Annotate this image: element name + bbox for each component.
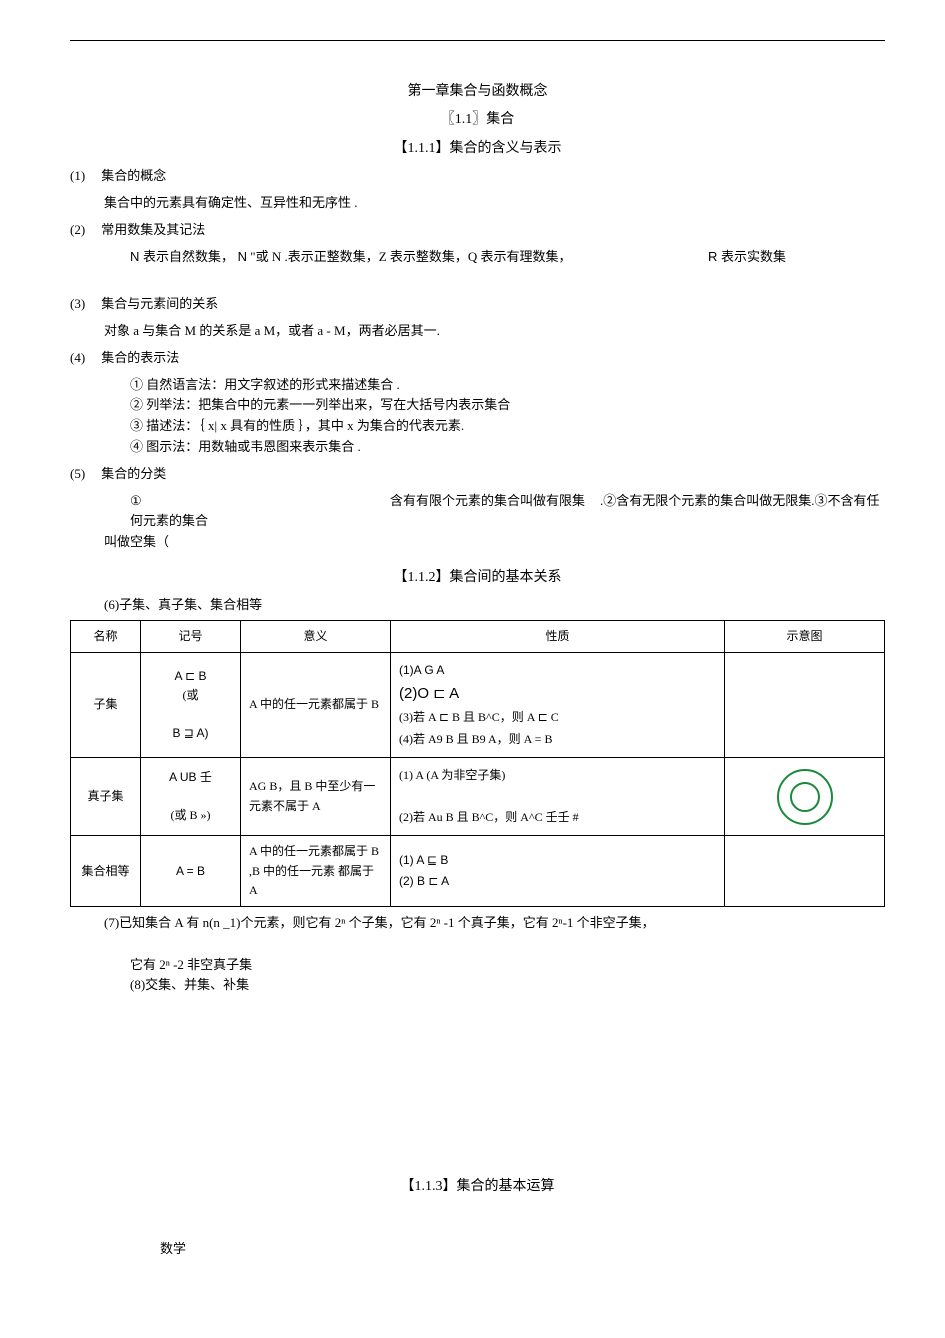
venn-inner-circle [790, 782, 820, 812]
item-2-body-prefix: N 表示自然数集， N [130, 249, 247, 264]
item-3: (3) 集合与元素间的关系 [70, 294, 885, 315]
table-row-equal: 集合相等 A = B A 中的任一元素都属于 B ,B 中的任一元素 都属于 A… [71, 836, 885, 907]
th-name: 名称 [71, 621, 141, 653]
top-rule [70, 40, 885, 41]
th-diagram: 示意图 [725, 621, 885, 653]
row1-sym-1: A ⊏ B [149, 667, 232, 686]
table-row-proper-subset: 真子集 A UB 壬 (或 B ») AG B，且 B 中至少有一元素不属于 A… [71, 757, 885, 836]
row1-p2: (2)O ⊏ A [399, 682, 716, 706]
item-1-title: 集合的概念 [101, 168, 166, 183]
row1-diagram [725, 653, 885, 758]
row1-p4: (4)若 A9 B 且 B9 A，则 A = B [399, 730, 716, 749]
row1-sym-2: (或 [149, 686, 232, 705]
item-5-c3: .③不含有任 [811, 491, 879, 512]
row3-symbol: A = B [141, 836, 241, 907]
item-4-m4: ④ 图示法：用数轴或韦恩图来表示集合 . [70, 437, 885, 458]
item-5: (5) 集合的分类 [70, 464, 885, 485]
row1-meaning: A 中的任一元素都属于 B [241, 653, 391, 758]
row2-props: (1) A (A 为非空子集) (2)若 Au B 且 B^C，则 A^C 壬壬… [391, 757, 725, 836]
item-4-label: (4) [70, 348, 98, 369]
item-4-m1: ① 自然语言法：用文字叙述的形式来描述集合 . [70, 375, 885, 396]
row2-diagram [725, 757, 885, 836]
item-3-title: 集合与元素间的关系 [101, 296, 218, 311]
item-2-label: (2) [70, 220, 98, 241]
item-2-body-suffix: R 表示实数集 [708, 249, 786, 264]
item-7b: 它有 2ⁿ -2 非空真子集 [70, 955, 885, 976]
row2-name: 真子集 [71, 757, 141, 836]
subsection-1-1-1-title: 【1.1.1】集合的含义与表示 [70, 138, 885, 160]
row2-symbol: A UB 壬 (或 B ») [141, 757, 241, 836]
item-5-c2: .②含有无限个元素的集合叫做无限集 [600, 491, 811, 512]
row3-meaning: A 中的任一元素都属于 B ,B 中的任一元素 都属于 A [241, 836, 391, 907]
th-property: 性质 [391, 621, 725, 653]
subsection-1-1-2-title: 【1.1.2】集合间的基本关系 [70, 567, 885, 589]
row3-p2: (2) B ⊏ A [399, 872, 716, 891]
section-1-1-title: 〖1.1〗集合 [70, 109, 885, 131]
subsection-1-1-3-title: 【1.1.3】集合的基本运算 [70, 1176, 885, 1198]
th-meaning: 意义 [241, 621, 391, 653]
item-2: (2) 常用数集及其记法 [70, 220, 885, 241]
item-4-m3: ③ 描述法：｛ x| x 具有的性质 ｝，其中 x 为集合的代表元素. [70, 416, 885, 437]
item-5-label: (5) [70, 464, 98, 485]
row3-name: 集合相等 [71, 836, 141, 907]
row2-p1: (1) A (A 为非空子集) [399, 766, 716, 785]
item-2-body-mid: "或 N .表示正整数集，Z 表示整数集，Q 表示有理数集， [250, 249, 571, 264]
item-7: (7)已知集合 A 有 n(n _1)个元素，则它有 2ⁿ 个子集，它有 2ⁿ … [70, 913, 885, 934]
row2-p2: (2)若 Au B 且 B^C，则 A^C 壬壬 # [399, 808, 716, 827]
item-1-label: (1) [70, 166, 98, 187]
item-8: (8)交集、并集、补集 [70, 975, 885, 996]
item-6: (6)子集、真子集、集合相等 [70, 595, 885, 616]
item-3-body: 对象 a 与集合 M 的关系是 a M，或者 a - M，两者必居其一. [70, 321, 885, 342]
item-4-m2: ② 列举法：把集合中的元素一一列举出来，写在大括号内表示集合 [70, 395, 885, 416]
item-1: (1) 集合的概念 [70, 166, 885, 187]
table-row-subset: 子集 A ⊏ B (或 B ⊒ A) A 中的任一元素都属于 B (1)A G … [71, 653, 885, 758]
row2-sym-2: (或 B ») [149, 806, 232, 825]
row1-symbol: A ⊏ B (或 B ⊒ A) [141, 653, 241, 758]
row3-diagram [725, 836, 885, 907]
relation-table: 名称 记号 意义 性质 示意图 子集 A ⊏ B (或 B ⊒ A) A 中的任… [70, 620, 885, 907]
row1-p1: (1)A G A [399, 661, 716, 680]
item-1-body: 集合中的元素具有确定性、互异性和无序性 . [70, 193, 885, 214]
item-5-title: 集合的分类 [101, 466, 166, 481]
table-header-row: 名称 记号 意义 性质 示意图 [71, 621, 885, 653]
row3-p1: (1) A ⊑ B [399, 851, 716, 870]
item-5-cont: 何元素的集合 [70, 511, 885, 532]
venn-diagram-icon [777, 769, 833, 825]
row3-props: (1) A ⊑ B (2) B ⊏ A [391, 836, 725, 907]
row2-meaning: AG B，且 B 中至少有一元素不属于 A [241, 757, 391, 836]
item-5-c1: ① [130, 491, 390, 512]
row1-props: (1)A G A (2)O ⊏ A (3)若 A ⊏ B 且 B^C，则 A ⊏… [391, 653, 725, 758]
item-5-tail: 叫做空集（ [70, 532, 885, 553]
row1-name: 子集 [71, 653, 141, 758]
row1-p3: (3)若 A ⊏ B 且 B^C，则 A ⊏ C [399, 708, 716, 727]
item-3-label: (3) [70, 294, 98, 315]
item-4: (4) 集合的表示法 [70, 348, 885, 369]
row2-sym-1: A UB 壬 [149, 768, 232, 787]
item-2-title: 常用数集及其记法 [101, 222, 205, 237]
th-symbol: 记号 [141, 621, 241, 653]
chapter-title: 第一章集合与函数概念 [70, 81, 885, 103]
item-4-title: 集合的表示法 [101, 350, 179, 365]
item-5-line: ① 含有有限个元素的集合叫做有限集 .②含有无限个元素的集合叫做无限集 .③不含… [70, 491, 885, 512]
item-5-c1b: 含有有限个元素的集合叫做有限集 [390, 491, 600, 512]
item-2-body: N 表示自然数集， N "或 N .表示正整数集，Z 表示整数集，Q 表示有理数… [70, 247, 885, 268]
row1-sym-3: B ⊒ A) [149, 724, 232, 743]
page-footer: 数学 [70, 1239, 885, 1260]
